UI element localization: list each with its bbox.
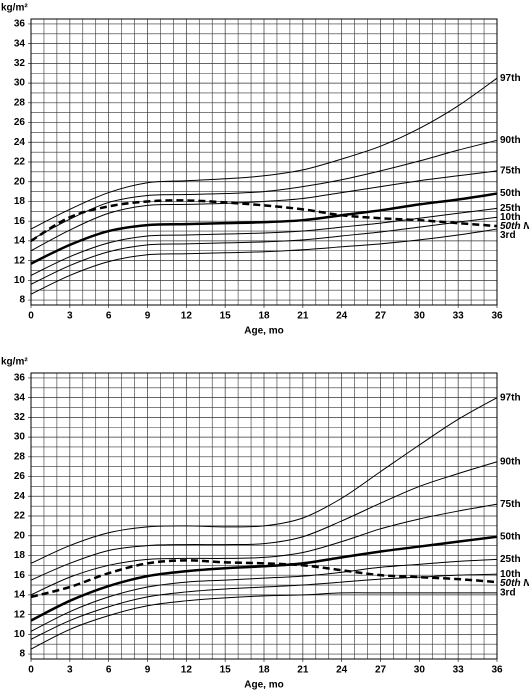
y-tick-label: 30 — [14, 78, 26, 89]
x-tick-label: 33 — [453, 665, 465, 676]
series-line — [30, 397, 498, 564]
series-line — [30, 207, 498, 276]
y-tick-label: 8 — [19, 649, 25, 660]
x-tick-label: 30 — [414, 665, 426, 676]
y-tick-label: 22 — [14, 511, 26, 522]
series-label: 75th — [500, 499, 521, 510]
y-tick-label: 24 — [14, 137, 26, 148]
series-label: 3rd — [500, 588, 516, 599]
plot-frame — [30, 372, 498, 660]
x-tick-label: 36 — [491, 665, 503, 676]
series-line — [30, 535, 498, 622]
x-tick-label: 6 — [106, 665, 112, 676]
x-tick-label: 18 — [258, 665, 270, 676]
y-tick-label: 26 — [14, 117, 26, 128]
x-tick-label: 18 — [258, 311, 270, 322]
x-tick-label: 21 — [297, 665, 309, 676]
series-label: 97th — [500, 392, 521, 403]
series-label: 25th — [500, 554, 521, 565]
series-label: 50th — [500, 531, 521, 542]
series-label: 50th N — [500, 221, 529, 232]
series-line — [30, 573, 498, 640]
series-label: 3rd — [500, 230, 516, 241]
y-tick-label: 24 — [14, 491, 26, 502]
y-tick-label: 18 — [14, 196, 26, 207]
x-tick-label: 33 — [453, 311, 465, 322]
series-label: 50th N — [500, 578, 529, 589]
series-label: 90th — [500, 456, 521, 467]
y-axis-label: kg/m² — [1, 3, 28, 14]
x-tick-label: 12 — [181, 665, 193, 676]
x-tick-label: 36 — [491, 311, 503, 322]
x-tick-label: 27 — [375, 311, 387, 322]
series-line — [30, 461, 498, 581]
series-line — [30, 192, 498, 265]
y-tick-label: 10 — [14, 629, 26, 640]
y-tick-label: 14 — [14, 236, 26, 247]
y-tick-label: 16 — [14, 570, 26, 581]
series-line — [30, 199, 498, 242]
y-tick-label: 36 — [14, 373, 26, 384]
series-line — [30, 170, 498, 252]
series-label: 90th — [500, 135, 521, 146]
series-label: 97th — [500, 73, 521, 84]
y-tick-label: 22 — [14, 157, 26, 168]
series-label: 25th — [500, 203, 521, 214]
x-tick-label: 24 — [336, 665, 348, 676]
series-label: 75th — [500, 166, 521, 177]
series-label: 50th — [500, 188, 521, 199]
y-tick-label: 36 — [14, 19, 26, 30]
series-line — [30, 77, 498, 230]
y-tick-label: 28 — [14, 97, 26, 108]
x-tick-label: 3 — [67, 311, 73, 322]
x-tick-label: 15 — [220, 311, 232, 322]
series-line — [30, 503, 498, 596]
x-tick-label: 12 — [181, 311, 193, 322]
series-line — [30, 592, 497, 650]
y-tick-label: 30 — [14, 432, 26, 443]
x-tick-label: 9 — [145, 311, 151, 322]
series-line — [30, 228, 498, 295]
x-tick-label: 6 — [106, 311, 112, 322]
y-tick-label: 28 — [14, 451, 26, 462]
series-line — [30, 139, 498, 241]
y-tick-label: 12 — [14, 255, 26, 266]
y-tick-label: 32 — [14, 58, 26, 69]
y-tick-label: 12 — [14, 609, 26, 620]
series-label: 10th — [500, 569, 521, 580]
y-tick-label: 34 — [14, 392, 26, 403]
x-tick-label: 30 — [414, 311, 426, 322]
y-tick-label: 32 — [14, 412, 26, 423]
series-line — [30, 559, 498, 599]
y-tick-label: 14 — [14, 590, 26, 601]
y-tick-label: 18 — [14, 550, 26, 561]
x-tick-label: 24 — [336, 311, 348, 322]
y-tick-label: 8 — [19, 295, 25, 306]
y-tick-label: 20 — [14, 530, 26, 541]
y-tick-label: 16 — [14, 216, 26, 227]
x-tick-label: 27 — [375, 665, 387, 676]
x-tick-label: 0 — [28, 665, 34, 676]
x-tick-label: 9 — [145, 665, 151, 676]
x-axis-label: Age, mo — [244, 680, 283, 691]
plot-frame — [30, 18, 498, 306]
y-tick-label: 34 — [14, 38, 26, 49]
x-tick-label: 3 — [67, 665, 73, 676]
y-axis-label: kg/m² — [1, 357, 28, 368]
x-axis-label: Age, mo — [244, 326, 283, 337]
y-tick-label: 10 — [14, 275, 26, 286]
x-tick-label: 21 — [297, 311, 309, 322]
y-tick-label: 26 — [14, 471, 26, 482]
y-tick-label: 20 — [14, 176, 26, 187]
x-tick-label: 0 — [28, 311, 34, 322]
series-line — [30, 558, 498, 632]
x-tick-label: 15 — [220, 665, 232, 676]
series-line — [30, 216, 498, 285]
series-label: 10th — [500, 212, 521, 223]
